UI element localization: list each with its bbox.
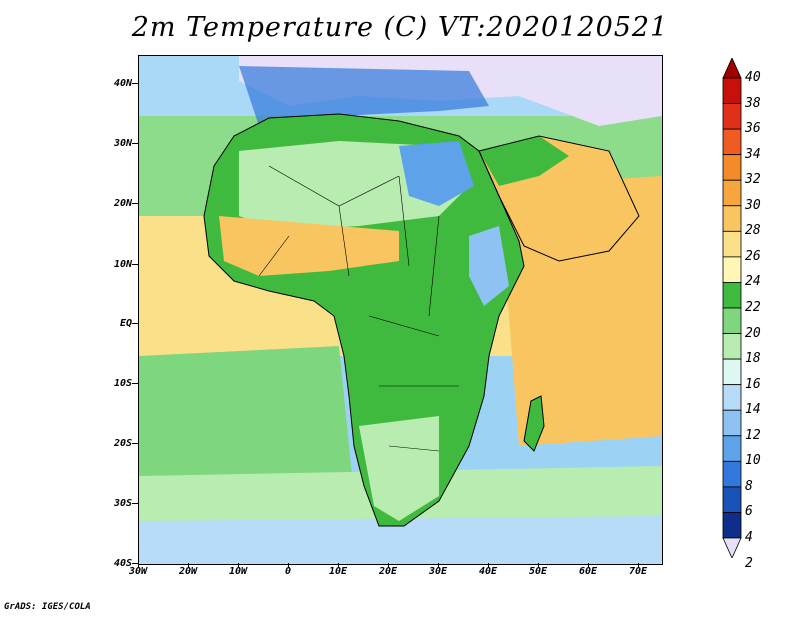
colorbar-label: 12 [745,427,761,443]
colorbar-segment [722,103,742,130]
lon-tick [138,563,139,568]
lat-label-10n: 10N [113,259,132,270]
lon-tick [238,563,239,568]
lat-label-30s: 30S [113,498,132,509]
colorbar-segment [722,179,742,207]
map-canvas [139,56,662,564]
colorbar-segment [722,460,742,488]
colorbar-label: 18 [745,351,761,367]
colorbar-label: 22 [745,300,761,315]
colorbar-label: 38 [745,95,761,111]
colorbar-label: 40 [745,70,761,85]
coastline [203,113,525,527]
colorbar-segment [722,512,742,539]
colorbar-segment [722,435,742,462]
colorbar-segment [722,230,742,258]
country-borders [258,165,459,452]
lon-label-10e: 10E [328,566,348,577]
lon-tick [188,563,189,568]
lon-label-70e: 70E [628,566,648,577]
colorbar-label: 14 [745,402,761,418]
lat-label-30n: 30N [113,138,132,149]
lon-tick [638,563,639,568]
colorbar-label: 2 [745,555,753,571]
lat-tick [132,143,138,144]
colorbar-label: 34 [745,146,761,162]
lon-tick [388,563,389,568]
southern-africa-light [359,416,439,521]
lon-label-30w: 30W [128,566,148,577]
lat-tick [132,83,138,84]
lat-tick [132,443,138,444]
lat-tick [132,264,138,265]
colorbar-top-arrow [722,58,742,79]
lon-label-40e: 40E [478,566,498,577]
lon-tick [538,563,539,568]
colorbar-label: 28 [745,223,761,239]
ocean-southwest-green [139,346,354,496]
lat-label-10s: 10S [113,378,132,389]
temperature-map [138,55,663,565]
arabia-coastline [478,135,640,262]
ocean-south-blue [139,516,662,564]
lon-tick [588,563,589,568]
lat-tick [132,383,138,384]
mediterranean-cold [239,66,489,126]
colorbar-label: 30 [745,197,761,213]
colorbar-label: 10 [745,453,761,469]
footer-credit: GrADS: IGES/COLA [4,602,91,612]
lat-tick [132,323,138,324]
colorbar-segment [722,77,742,104]
colorbar-segment [722,486,742,513]
lon-label-0: 0 [284,566,292,577]
lat-label-20s: 20S [113,438,132,449]
lat-label-40s: 40S [113,558,132,569]
colorbar-segment [722,307,742,334]
colorbar-segment [722,333,742,360]
colorbar-segment [722,128,742,156]
chart-title: 2m Temperature (C) VT:2020120521 [131,12,669,43]
colorbar-label: 20 [745,325,761,341]
colorbar-bottom-arrow [722,537,742,558]
lon-label-50e: 50E [528,566,548,577]
colorbar-segment [722,409,742,437]
colorbar-label: 26 [745,248,761,264]
lon-label-20e: 20E [378,566,398,577]
lon-tick [488,563,489,568]
colorbar-label: 8 [745,478,753,494]
colorbar-label: 32 [745,172,761,188]
lat-tick [132,203,138,204]
lon-label-20w: 20W [178,566,198,577]
lon-label-60e: 60E [578,566,598,577]
colorbar-label: 36 [745,121,761,137]
lat-label-40n: 40N [113,78,132,89]
colorbar-segment [722,205,742,232]
lon-tick [438,563,439,568]
colorbar-segment [722,358,742,386]
colorbar-label: 16 [745,376,761,392]
colorbar-label: 6 [745,504,753,520]
colorbar-segment [722,384,742,411]
colorbar-label: 4 [745,530,753,545]
lon-tick [338,563,339,568]
lon-label-30e: 30E [428,566,448,577]
arabia-north-cool [479,136,569,186]
colorbar [722,58,742,558]
lat-tick [132,563,138,564]
east-africa-cool [469,226,509,306]
colorbar-label: 24 [745,274,761,290]
sahara-cold [399,141,474,206]
lat-tick [132,503,138,504]
colorbar-segment [722,256,742,283]
colorbar-segment [722,154,742,181]
lon-label-10w: 10W [228,566,248,577]
lat-label-eq: EQ [119,318,132,329]
lat-label-20n: 20N [113,198,132,209]
sahel-warm [219,216,399,276]
colorbar-segment [722,282,742,309]
lon-tick [288,563,289,568]
madagascar-coastline [523,395,545,452]
